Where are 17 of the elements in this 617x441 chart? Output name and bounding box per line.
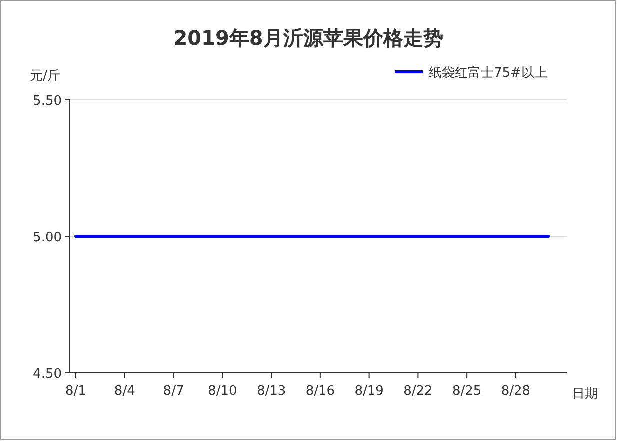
x-tick-label: 8/16 — [306, 384, 336, 399]
y-tick-label: 4.50 — [33, 367, 62, 382]
legend-label: 纸袋红富士75#以上 — [429, 65, 548, 81]
x-tick-label: 8/22 — [404, 384, 433, 399]
x-tick-label: 8/7 — [163, 384, 184, 399]
x-tick-label: 8/4 — [114, 384, 136, 399]
x-axis-title: 日期 — [572, 387, 598, 402]
x-tick-label: 8/28 — [501, 384, 531, 399]
x-tick-label: 8/10 — [208, 384, 238, 399]
x-tick-label: 8/19 — [354, 384, 384, 399]
y-axis-title: 元/斤 — [30, 69, 60, 84]
x-tick-label: 8/25 — [452, 384, 482, 399]
y-tick-label: 5.50 — [33, 94, 62, 109]
y-tick-label: 5.00 — [33, 230, 62, 246]
x-tick-label: 8/1 — [66, 384, 86, 399]
x-tick-label: 8/13 — [256, 384, 286, 399]
chart-title: 2019年8月沂源苹果价格走势 — [174, 26, 444, 50]
